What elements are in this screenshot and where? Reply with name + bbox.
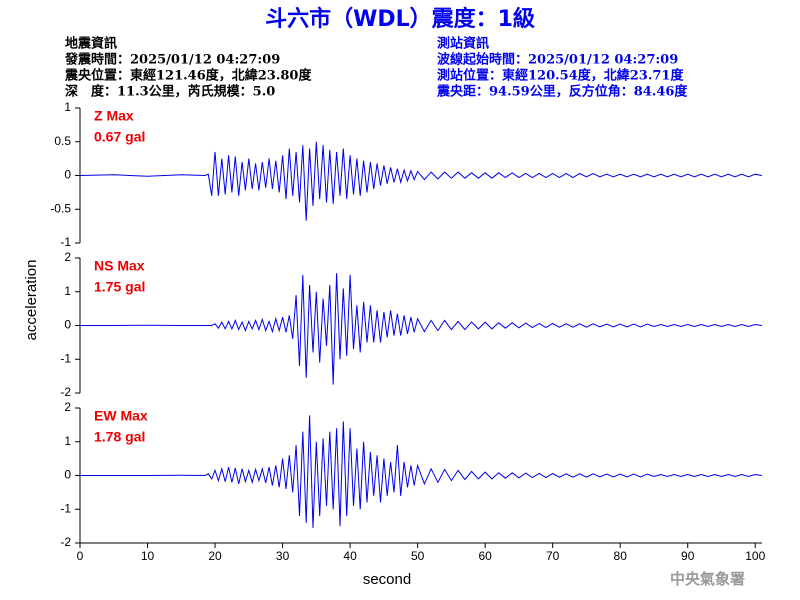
chart-title: 斗六市（WDL）震度：1級 [265,6,535,32]
y-tick-label: -1 [60,235,71,249]
y-tick-label: 1 [64,434,71,448]
y-tick-label: 0.5 [54,134,71,148]
info-left: 深 度：11.3公里，芮氏規模：5.0 [65,84,275,100]
waveform [80,415,763,528]
footer: 中央氣象署 [670,570,745,588]
x-axis-label: second [363,571,411,588]
x-tick-label: 70 [546,549,560,563]
component-label: NS Max [94,258,145,274]
y-tick-label: -0.5 [50,201,71,215]
info-right: 測站資訊 [437,36,489,52]
x-tick-label: 100 [745,549,765,563]
y-tick-label: -1 [60,501,71,515]
max-label: 1.75 gal [94,279,145,295]
y-tick-label: 0 [64,468,71,482]
component-label: EW Max [94,408,148,424]
x-tick-label: 60 [478,549,492,563]
x-tick-label: 30 [276,549,290,563]
y-tick-label: 1 [64,100,71,114]
x-tick-label: 0 [77,549,84,563]
x-tick-label: 10 [141,549,155,563]
waveform [79,141,763,221]
x-tick-label: 20 [208,549,222,563]
y-tick-label: -2 [60,535,71,549]
max-label: 1.78 gal [94,429,145,445]
x-tick-label: 40 [343,549,357,563]
info-left: 地震資訊 [65,36,117,52]
y-tick-label: 2 [64,400,71,414]
y-tick-label: 2 [64,250,71,264]
waveform [80,273,763,385]
y-tick-label: 1 [64,284,71,298]
info-right: 震央距：94.59公里，反方位角：84.46度 [436,84,688,100]
x-tick-label: 90 [681,549,695,563]
info-right: 波線起始時間：2025/01/12 04:27:09 [437,52,678,68]
info-right: 測站位置：東經120.54度，北緯23.71度 [437,68,684,84]
y-tick-label: 0 [64,318,71,332]
y-tick-label: -2 [60,385,71,399]
info-left: 發震時間：2025/01/12 04:27:09 [64,52,280,68]
component-label: Z Max [94,108,134,124]
max-label: 0.67 gal [94,129,145,145]
x-tick-label: 80 [614,549,628,563]
info-left: 震央位置：東經121.46度，北緯23.80度 [64,68,312,84]
y-axis-label: acceleration [23,260,40,341]
y-tick-label: -1 [60,351,71,365]
y-tick-label: 0 [64,168,71,182]
x-tick-label: 50 [411,549,425,563]
